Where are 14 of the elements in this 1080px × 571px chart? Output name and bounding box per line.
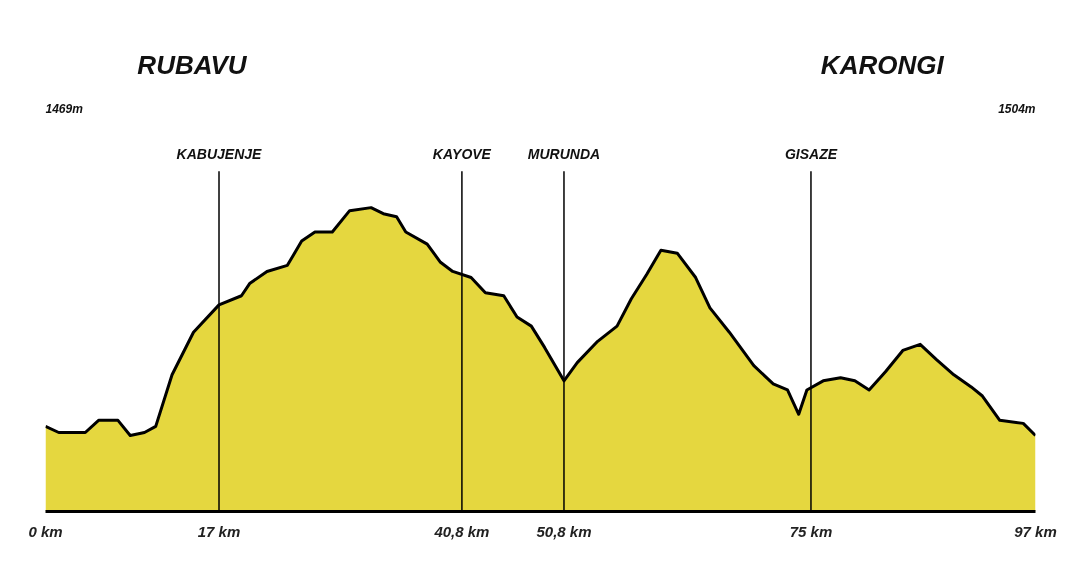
text: RUBAVU [137, 50, 248, 80]
ref-line-label: GISAZE [784, 146, 838, 163]
ref-line-label: KAYOVE [432, 146, 492, 163]
ref-line-label: KABUJENJE [176, 146, 263, 163]
x-tick-label: 75 km [789, 522, 833, 540]
ref-line-label: MURUNDA [527, 146, 601, 163]
x-tick-label: 40,8 km [433, 522, 490, 540]
x-tick-label: 17 km [197, 522, 241, 540]
text: KARONGI [820, 50, 945, 80]
text: 1504m [998, 102, 1036, 117]
text: 1469m [45, 102, 84, 117]
x-tick-label: 0 km [28, 522, 63, 540]
x-tick-label: 50,8 km [536, 522, 592, 540]
x-tick-label: 97 km [1014, 522, 1057, 540]
